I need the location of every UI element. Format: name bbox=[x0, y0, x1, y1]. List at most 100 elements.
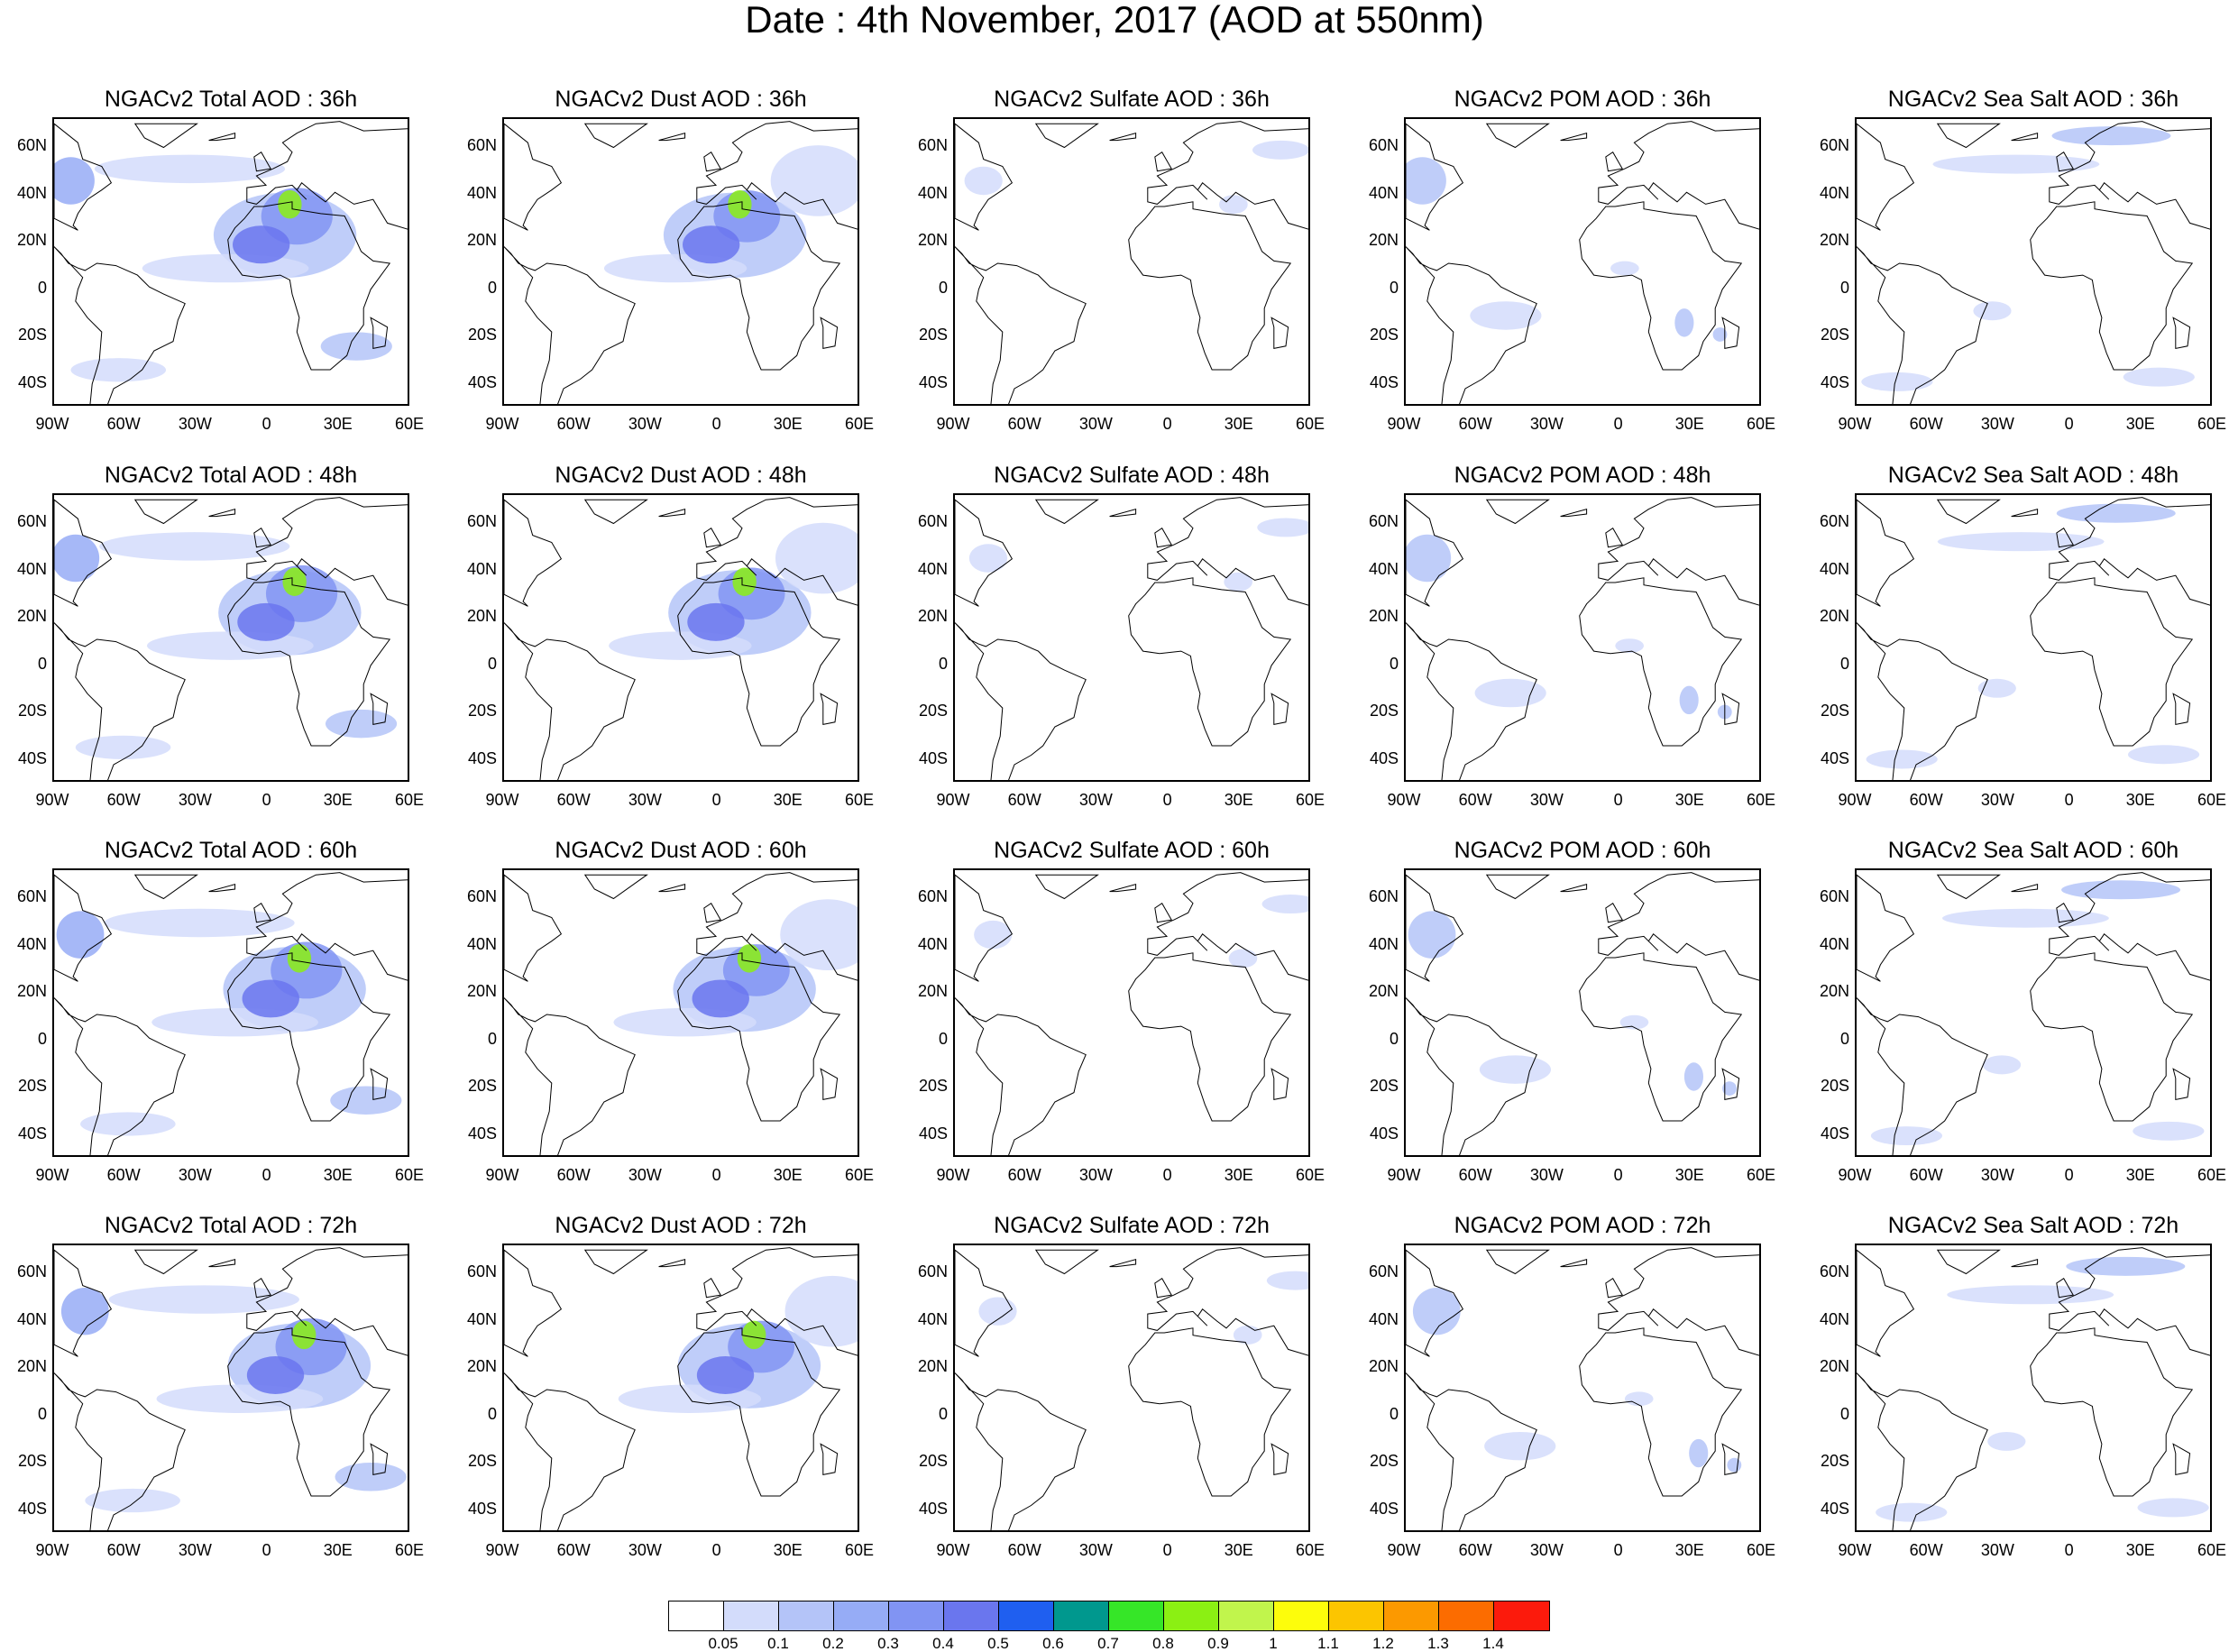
lon-tick-label: 60E bbox=[1746, 1166, 1776, 1184]
coastline bbox=[1857, 246, 1988, 404]
coastline bbox=[1270, 693, 1289, 726]
lat-tick-label: 20S bbox=[1369, 702, 1399, 720]
lat-tick-label: 20N bbox=[466, 982, 497, 1001]
coastline bbox=[1936, 123, 2001, 149]
coastline bbox=[2049, 497, 2210, 606]
aod-plume bbox=[1866, 749, 1938, 769]
coastline bbox=[1936, 499, 2001, 525]
lon-tick-label: 60W bbox=[1458, 791, 1492, 809]
colorbar-swatch bbox=[1384, 1602, 1439, 1630]
coastline bbox=[1605, 1277, 1623, 1299]
coastline bbox=[2056, 1277, 2074, 1299]
aod-map bbox=[504, 121, 858, 404]
aod-plume bbox=[1861, 372, 1933, 391]
aod-plume bbox=[2061, 880, 2181, 900]
lon-tick-label: 30W bbox=[1980, 791, 2014, 809]
coastline bbox=[1560, 1259, 1588, 1268]
lat-tick-label: 40N bbox=[1368, 559, 1399, 578]
aod-plume bbox=[237, 602, 295, 641]
aod-plume bbox=[1973, 301, 2012, 321]
lat-tick-label: 20N bbox=[466, 231, 497, 250]
lat-tick-label: 20N bbox=[1819, 231, 1849, 250]
aod-plume bbox=[1689, 1438, 1709, 1468]
aod-plume bbox=[968, 544, 1008, 573]
lon-tick-label: 0 bbox=[711, 791, 721, 809]
lon-tick-label: 90W bbox=[936, 1166, 970, 1184]
lat-tick-label: 40N bbox=[466, 183, 497, 202]
lat-tick-label: 40S bbox=[467, 1499, 497, 1518]
lat-tick-label: 20N bbox=[917, 607, 948, 626]
aod-plume bbox=[104, 908, 295, 938]
aod-plume bbox=[85, 1488, 180, 1513]
colorbar-label: 1.3 bbox=[1427, 1635, 1449, 1652]
lon-tick-label: 0 bbox=[1162, 1541, 1172, 1559]
coastline bbox=[955, 246, 1087, 404]
colorbar-swatch bbox=[1439, 1602, 1494, 1630]
lat-tick-label: 40N bbox=[1819, 934, 1849, 953]
aod-map bbox=[54, 872, 408, 1155]
coastline bbox=[1154, 1277, 1172, 1299]
coastline bbox=[227, 1327, 391, 1497]
colorbar-swatch bbox=[889, 1602, 944, 1630]
lon-tick-label: 30W bbox=[1529, 791, 1564, 809]
map-panel bbox=[953, 117, 1310, 406]
coastline bbox=[1270, 1443, 1289, 1476]
lat-tick-label: 60N bbox=[1819, 1262, 1849, 1281]
coastline bbox=[504, 622, 636, 780]
aod-plume bbox=[94, 154, 286, 184]
lon-tick-label: 30W bbox=[1078, 791, 1113, 809]
coastline bbox=[820, 693, 839, 726]
coastline bbox=[1147, 872, 1308, 981]
coastline bbox=[677, 577, 841, 747]
aod-plume bbox=[1727, 1457, 1742, 1473]
lat-tick-label: 0 bbox=[1839, 654, 1849, 673]
coastline bbox=[54, 1249, 113, 1357]
aod-plume bbox=[1412, 1287, 1461, 1335]
coastline bbox=[1154, 902, 1172, 923]
lon-tick-label: 60E bbox=[844, 1541, 875, 1559]
lat-tick-label: 0 bbox=[37, 278, 47, 297]
lat-tick-label: 20N bbox=[1819, 1357, 1849, 1376]
aod-map bbox=[955, 872, 1308, 1155]
map-panel bbox=[1855, 493, 2212, 782]
aod-plume bbox=[687, 602, 745, 641]
coastline bbox=[2056, 527, 2074, 548]
lon-tick-label: 0 bbox=[1613, 1166, 1623, 1184]
lat-tick-label: 60N bbox=[466, 512, 497, 531]
aod-map bbox=[1406, 1247, 1759, 1530]
lon-tick-label: 90W bbox=[1387, 1541, 1421, 1559]
coastline bbox=[1109, 133, 1137, 142]
coastline bbox=[1406, 997, 1537, 1155]
lon-tick-label: 30E bbox=[1224, 1541, 1253, 1559]
colorbar-label: 1.1 bbox=[1317, 1635, 1339, 1652]
aod-plume bbox=[1674, 308, 1694, 337]
lon-tick-label: 60E bbox=[394, 415, 425, 433]
map-panel bbox=[502, 868, 859, 1157]
lon-tick-label: 0 bbox=[261, 1166, 271, 1184]
lat-tick-label: 60N bbox=[917, 887, 948, 906]
aod-plume bbox=[75, 735, 171, 759]
lat-tick-label: 20N bbox=[466, 1357, 497, 1376]
aod-plume bbox=[1479, 1055, 1552, 1084]
aod-plume bbox=[742, 1320, 766, 1350]
coastline bbox=[227, 952, 391, 1122]
coastline bbox=[504, 123, 563, 231]
lat-tick-label: 60N bbox=[466, 1262, 497, 1281]
colorbar-label: 1.2 bbox=[1372, 1635, 1394, 1652]
coastline bbox=[677, 201, 841, 371]
map-panel bbox=[52, 117, 409, 406]
lat-tick-label: 40N bbox=[1368, 1309, 1399, 1328]
aod-map bbox=[1857, 497, 2210, 780]
panel-title: NGACv2 Dust AOD : 60h bbox=[555, 838, 807, 863]
lon-tick-label: 60W bbox=[556, 1166, 591, 1184]
lon-tick-label: 30E bbox=[2125, 1541, 2155, 1559]
aod-map bbox=[504, 497, 858, 780]
coastline bbox=[955, 1249, 1014, 1357]
lon-tick-label: 60E bbox=[1746, 791, 1776, 809]
map-panel bbox=[953, 493, 1310, 782]
lon-tick-label: 90W bbox=[1387, 415, 1421, 433]
lon-tick-label: 0 bbox=[711, 415, 721, 433]
lon-tick-label: 0 bbox=[261, 415, 271, 433]
aod-map bbox=[1406, 872, 1759, 1155]
lon-tick-label: 60W bbox=[1007, 1541, 1041, 1559]
